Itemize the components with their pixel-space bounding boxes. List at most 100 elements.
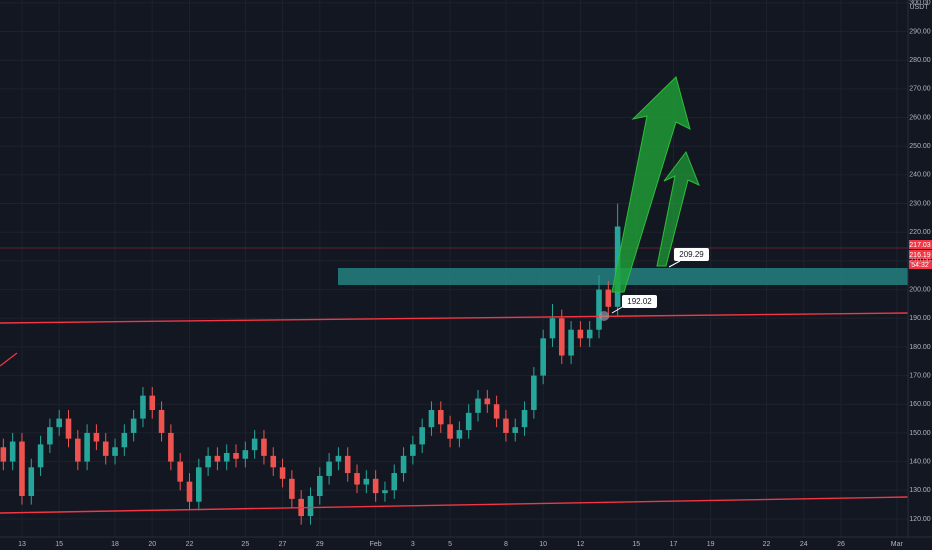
y-axis-label: USDT	[909, 4, 929, 11]
candle-body	[121, 432, 128, 448]
callout-box	[674, 248, 709, 261]
candle-body	[223, 452, 230, 462]
callout-line	[611, 305, 625, 314]
x-tick-label: 20	[148, 541, 156, 548]
candle-body	[577, 329, 584, 339]
x-tick-label: Feb	[370, 541, 382, 548]
candle-body	[447, 424, 453, 439]
y-tick-label: 290.00	[909, 28, 931, 35]
x-tick-label: 24	[800, 541, 808, 548]
x-tick-label: 19	[707, 541, 715, 548]
candle-body	[140, 395, 146, 419]
price-tag-text: 54:32	[911, 262, 929, 269]
price-tag-text: 216.19	[909, 252, 931, 259]
candle-body	[242, 450, 249, 459]
candle-body	[568, 329, 574, 356]
candle-body	[0, 447, 7, 462]
resistance-line	[0, 312, 909, 324]
candle-body	[484, 398, 491, 405]
y-tick-label: 140.00	[909, 458, 931, 465]
candle-body	[410, 444, 416, 456]
candle-body	[326, 461, 332, 476]
candle-body	[177, 461, 183, 482]
candle-body	[335, 455, 342, 462]
candle-body	[9, 441, 16, 462]
candle-body	[521, 409, 528, 428]
x-tick-label: 8	[504, 541, 508, 548]
y-tick-label: 230.00	[909, 200, 931, 207]
price-tag	[909, 240, 932, 249]
candle-body	[84, 432, 90, 462]
candle-body	[186, 481, 193, 502]
candle-body	[391, 473, 398, 491]
tick-labels: 120.00 130.00 140.00 150.00 160.00 170.00 180.…	[18, 0, 931, 548]
y-tick-label: 150.00	[909, 430, 931, 437]
candle-body	[456, 430, 463, 439]
candle-body	[382, 490, 388, 494]
y-tick-label: 120.00	[909, 516, 931, 523]
candle-body	[465, 412, 472, 431]
candle-body	[512, 427, 519, 433]
x-tick-label: 3	[411, 541, 415, 548]
x-tick-label: 29	[316, 541, 324, 548]
x-tick-label: 15	[632, 541, 640, 548]
y-tick-label: 190.00	[909, 315, 931, 322]
candle-body	[531, 375, 537, 410]
candle-body	[289, 478, 295, 499]
price-tag-text: 217.03	[909, 242, 931, 249]
candle-body	[279, 467, 286, 479]
y-tick-label: 270.00	[909, 86, 931, 93]
candle-body	[428, 409, 435, 428]
candle-body	[261, 438, 267, 456]
y-tick-label: 260.00	[909, 114, 931, 121]
x-tick-label: 5	[448, 541, 452, 548]
candle-body	[112, 447, 118, 456]
candle-body	[586, 329, 593, 339]
candle-body	[437, 409, 444, 425]
candle-body	[65, 418, 72, 439]
candle-body	[540, 338, 546, 376]
candle-body	[130, 418, 137, 433]
x-tick-label: 15	[55, 541, 63, 548]
candle-body	[307, 496, 314, 517]
y-tick-label: 240.00	[909, 172, 931, 179]
candle-body	[47, 427, 53, 445]
y-tick-label: 220.00	[909, 229, 931, 236]
candle-body	[596, 289, 602, 330]
price-tag	[909, 250, 932, 259]
candle-body	[56, 418, 62, 428]
price-tags: 217.03 216.19 54:32	[909, 240, 932, 269]
y-tick-label: 180.00	[909, 344, 931, 351]
support-line	[0, 496, 909, 514]
candle-body	[475, 398, 481, 413]
y-tick-label: 280.00	[909, 57, 931, 64]
callout-text: 209.29	[679, 250, 704, 259]
y-tick-label: 210.00	[909, 258, 931, 265]
x-tick-label: 10	[539, 541, 547, 548]
callout-line	[668, 260, 681, 268]
candle-body	[37, 444, 44, 468]
candle-body	[549, 318, 556, 339]
trend-segment	[0, 352, 18, 367]
callout-text: 192.02	[627, 297, 652, 306]
candle-body	[233, 452, 239, 459]
candle-body	[28, 467, 35, 497]
candle-body	[149, 395, 156, 410]
marker	[599, 311, 609, 321]
candle-body	[251, 438, 258, 451]
x-tick-label: 25	[241, 541, 249, 548]
x-tick-label: 27	[279, 541, 287, 548]
candle-body	[19, 441, 25, 497]
candles	[0, 203, 621, 525]
y-tick-label: 300.00	[909, 0, 931, 7]
x-tick-label: Mar	[891, 541, 904, 548]
candle-body	[419, 427, 425, 445]
candle-body	[270, 455, 277, 468]
arrow	[611, 76, 691, 293]
candle-body	[503, 418, 509, 433]
x-tick-label: 13	[18, 541, 26, 548]
price-tag	[909, 260, 932, 269]
x-tick-label: 26	[837, 541, 845, 548]
